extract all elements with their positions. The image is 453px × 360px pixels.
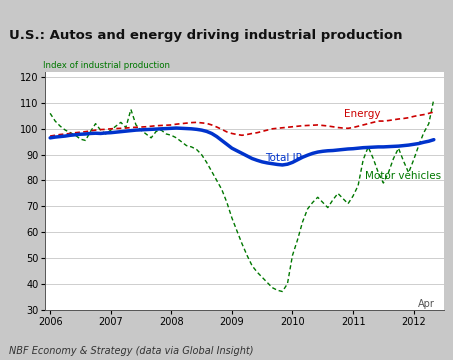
Text: Index of industrial production: Index of industrial production [43,60,170,69]
Text: Apr: Apr [418,299,435,309]
Text: Motor vehicles: Motor vehicles [365,171,441,181]
Text: Total IP: Total IP [265,153,302,163]
Text: Energy: Energy [344,109,381,119]
Text: U.S.: Autos and energy driving industrial production: U.S.: Autos and energy driving industria… [9,29,403,42]
Text: NBF Economy & Strategy (data via Global Insight): NBF Economy & Strategy (data via Global … [9,346,254,356]
